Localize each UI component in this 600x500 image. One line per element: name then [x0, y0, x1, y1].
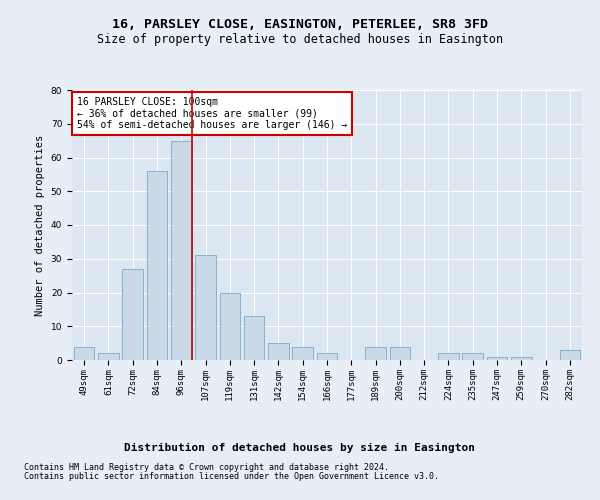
Bar [389, 346, 410, 360]
Bar [487, 356, 508, 360]
Bar [244, 316, 265, 360]
Bar [195, 256, 216, 360]
Text: 16, PARSLEY CLOSE, EASINGTON, PETERLEE, SR8 3FD: 16, PARSLEY CLOSE, EASINGTON, PETERLEE, … [112, 18, 488, 30]
Bar [292, 346, 313, 360]
Bar [122, 269, 143, 360]
Bar [268, 343, 289, 360]
Bar [560, 350, 580, 360]
Text: 16 PARSLEY CLOSE: 100sqm
← 36% of detached houses are smaller (99)
54% of semi-d: 16 PARSLEY CLOSE: 100sqm ← 36% of detach… [77, 97, 347, 130]
Bar [317, 353, 337, 360]
Text: Contains HM Land Registry data © Crown copyright and database right 2024.: Contains HM Land Registry data © Crown c… [24, 464, 389, 472]
Y-axis label: Number of detached properties: Number of detached properties [35, 134, 45, 316]
Bar [98, 353, 119, 360]
Bar [463, 353, 483, 360]
Bar [74, 346, 94, 360]
Bar [171, 140, 191, 360]
Bar [220, 292, 240, 360]
Text: Size of property relative to detached houses in Easington: Size of property relative to detached ho… [97, 32, 503, 46]
Text: Contains public sector information licensed under the Open Government Licence v3: Contains public sector information licen… [24, 472, 439, 481]
Bar [365, 346, 386, 360]
Text: Distribution of detached houses by size in Easington: Distribution of detached houses by size … [125, 442, 476, 452]
Bar [146, 171, 167, 360]
Bar [511, 356, 532, 360]
Bar [438, 353, 459, 360]
